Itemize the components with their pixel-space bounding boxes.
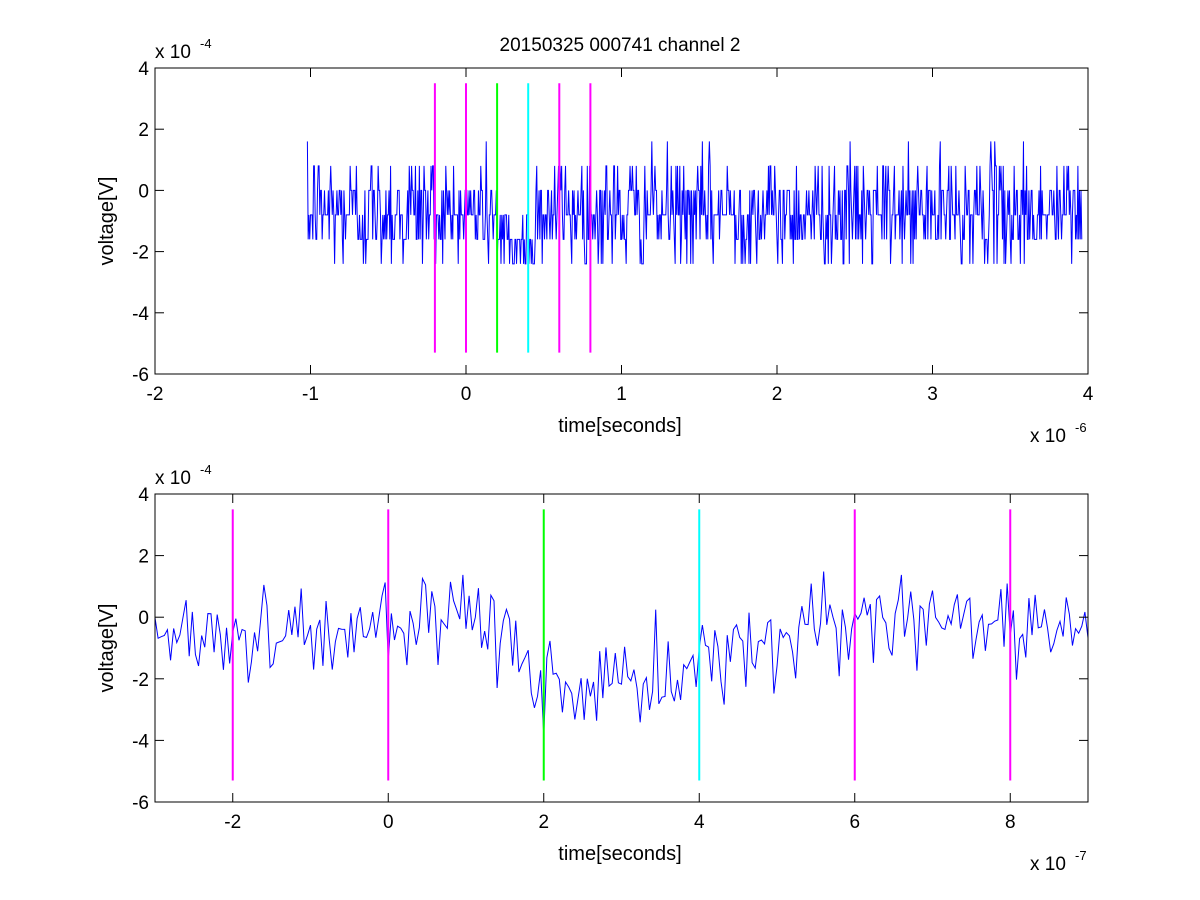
bottom-y-exponent: x 10 -4: [155, 462, 212, 489]
top-y-axis-label: voltage[V]: [96, 177, 118, 266]
top-y-multiplier: x 10: [155, 42, 191, 63]
top-x-exponent: x 10 -6: [1030, 420, 1087, 447]
top-signal-trace: [306, 141, 1083, 265]
top-y-tick-label: 0: [138, 181, 149, 202]
bottom-x-tick-label: 6: [849, 812, 860, 833]
bottom-x-tick-label: 4: [694, 812, 705, 833]
bottom-y-tick-label: -2: [132, 670, 149, 691]
bottom-x-exponent-value: -7: [1075, 848, 1087, 863]
top-plot-area: [155, 68, 1088, 374]
bottom-plot-area: [155, 494, 1088, 802]
top-y-tick-label: -6: [132, 365, 149, 386]
bottom-y-axis-label: voltage[V]: [96, 604, 118, 693]
bottom-x-tick-label: 2: [538, 812, 549, 833]
top-x-tick-label: 1: [616, 384, 627, 405]
bottom-signal-group: [154, 571, 1089, 736]
bottom-x-exponent: x 10 -7: [1030, 848, 1087, 875]
top-marker-lines: [433, 83, 592, 353]
bottom-marker-lines: [231, 509, 1012, 781]
top-x-multiplier: x 10: [1030, 426, 1066, 447]
bottom-y-multiplier: x 10: [155, 468, 191, 489]
top-y-exponent-value: -4: [200, 36, 212, 51]
bottom-x-tick-label: 0: [383, 812, 394, 833]
top-x-tick-label: 4: [1083, 384, 1094, 405]
top-x-tick-label: -1: [302, 384, 319, 405]
top-y-tick-label: -4: [132, 304, 149, 325]
bottom-x-axis-label: time[seconds]: [558, 843, 681, 865]
bottom-axes: -2 0 2 4 6 8 -6 -4 -2 0 2 4 time[seconds] voltage[…: [96, 462, 1089, 875]
top-x-tick-label: 3: [927, 384, 938, 405]
figure-title: 20150325 000741 channel 2: [500, 35, 741, 56]
top-y-tick-label: -2: [132, 243, 149, 264]
bottom-x-multiplier: x 10: [1030, 854, 1066, 875]
top-x-ticks: -2 -1 0 1 2 3 4: [147, 68, 1094, 405]
bottom-y-tick-label: 0: [138, 608, 149, 629]
bottom-y-tick-label: 2: [138, 547, 149, 568]
bottom-x-ticks: -2 0 2 4 6 8: [224, 494, 1016, 833]
top-x-tick-label: -2: [147, 384, 164, 405]
top-x-axis-label: time[seconds]: [558, 415, 681, 437]
top-x-tick-label: 0: [461, 384, 472, 405]
bottom-signal-trace: [154, 571, 1089, 736]
bottom-x-tick-label: -2: [224, 812, 241, 833]
bottom-y-tick-label: -6: [132, 793, 149, 814]
bottom-y-ticks: -6 -4 -2 0 2 4: [132, 485, 1088, 814]
top-x-exponent-value: -6: [1075, 420, 1087, 435]
top-y-tick-label: 2: [138, 120, 149, 141]
bottom-y-exponent-value: -4: [200, 462, 212, 477]
bottom-x-tick-label: 8: [1005, 812, 1016, 833]
bottom-y-tick-label: -4: [132, 731, 149, 752]
top-x-tick-label: 2: [772, 384, 783, 405]
top-axes: -2 -1 0 1 2 3 4 -6 -4 -2 0 2 4 time[seconds] voltag…: [96, 36, 1094, 447]
bottom-axes-frame: [154, 493, 1089, 803]
top-signal-group: [306, 141, 1083, 265]
bottom-y-tick-label: 4: [138, 485, 149, 506]
top-y-ticks: -6 -4 -2 0 2 4: [132, 59, 1088, 386]
top-y-exponent: x 10 -4: [155, 36, 212, 63]
top-y-tick-label: 4: [138, 59, 149, 80]
